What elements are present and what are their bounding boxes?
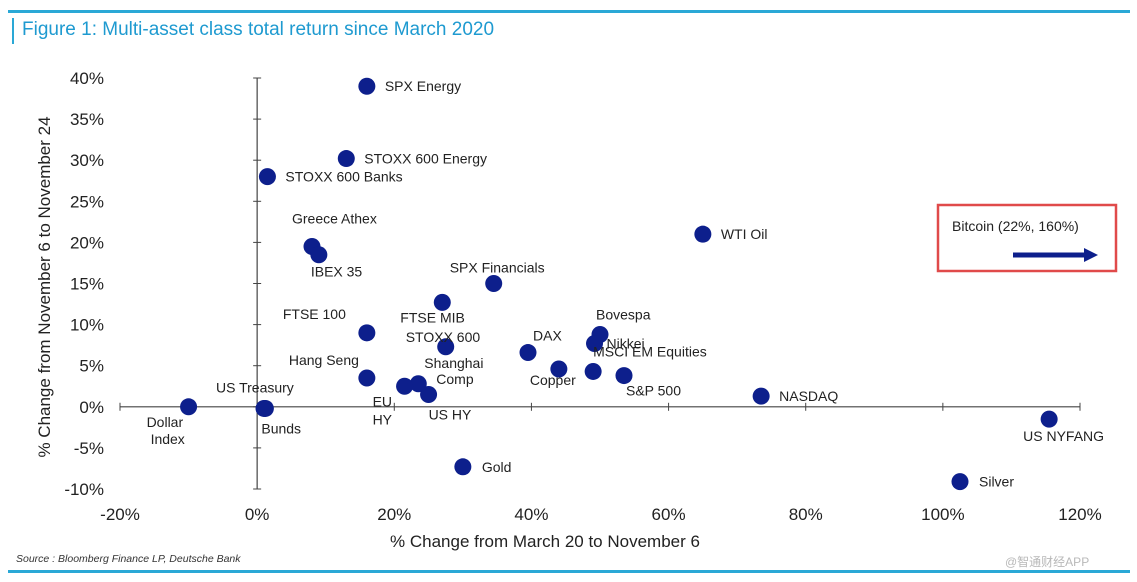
point-label: US HY	[429, 406, 472, 422]
axes	[119, 77, 1081, 490]
x-tick-label: 100%	[921, 505, 964, 524]
point-eu-hy	[396, 377, 414, 395]
point-silver	[951, 473, 969, 491]
point-label: Copper	[530, 372, 576, 388]
point-spx-energy	[358, 77, 376, 95]
point-label: Comp	[436, 371, 474, 387]
point-label: WTI Oil	[721, 226, 768, 242]
point-shanghai-comp	[409, 375, 427, 393]
point-label: SPX Financials	[450, 260, 545, 276]
y-tick-label: 10%	[70, 316, 104, 335]
point-label: S&P 500	[626, 383, 681, 399]
x-tick-label: 20%	[377, 505, 411, 524]
point-label: SPX Energy	[385, 78, 461, 94]
callout-box	[936, 203, 1118, 273]
title-accent-bar	[12, 18, 14, 44]
x-tick-label: 40%	[514, 505, 548, 524]
point-label: Bovespa	[596, 306, 651, 322]
point-label: DAX	[533, 328, 562, 344]
point-copper	[550, 360, 568, 378]
x-tick-label: 0%	[245, 505, 270, 524]
top-border	[8, 10, 1130, 13]
point-stoxx-600-banks	[258, 168, 276, 186]
y-tick-label: 0%	[79, 398, 104, 417]
point-nasdaq	[752, 387, 770, 405]
point-ibex-35	[310, 246, 328, 264]
point-label: IBEX 35	[311, 264, 363, 280]
y-tick-label: 20%	[70, 233, 104, 252]
point-label: STOXX 600 Energy	[364, 151, 487, 167]
point-label: EU	[373, 393, 392, 409]
x-tick-label: 80%	[789, 505, 823, 524]
point-label: US Treasury	[216, 379, 294, 395]
y-tick-label: 25%	[70, 192, 104, 211]
x-axis-title: % Change from March 20 to November 6	[390, 532, 700, 551]
point-dax	[519, 344, 537, 362]
point-dollar-index	[180, 398, 198, 416]
y-tick-label: -10%	[64, 480, 104, 499]
bitcoin-callout: Bitcoin (22%, 160%)	[936, 203, 1118, 273]
y-tick-label: 40%	[70, 69, 104, 88]
y-tick-label: 15%	[70, 275, 104, 294]
point-label: Index	[151, 431, 185, 447]
point-stoxx-600-energy	[337, 150, 355, 168]
figure-title: Figure 1: Multi-asset class total return…	[22, 19, 495, 40]
point-ftse-mib	[433, 293, 451, 311]
point-label: Greece Athex	[292, 211, 377, 227]
point-wti-oil	[694, 225, 712, 243]
watermark: @智通财经APP	[1005, 555, 1090, 569]
point-label: Silver	[979, 474, 1014, 490]
point-gold	[454, 458, 472, 476]
x-tick-label: -20%	[100, 505, 140, 524]
point-label: Gold	[482, 459, 512, 475]
point-spx-financials	[485, 275, 503, 292]
y-axis-title: % Change from November 6 to November 24	[35, 116, 54, 457]
point-label: Dollar	[147, 414, 184, 430]
point-s-p-500	[615, 367, 633, 385]
x-tick-label: 60%	[652, 505, 686, 524]
point-labels: SPX Energy STOXX 600 Energy STOXX 600 Bank…	[147, 78, 1104, 489]
callout-text: Bitcoin (22%, 160%)	[952, 218, 1079, 234]
point-us-nyfang	[1040, 410, 1058, 428]
tick-labels: -20% 0% 20% 40% 60% 80% 100% 120% 40% 35% 30% 25% 20…	[64, 69, 1101, 524]
y-tick-label: 5%	[79, 357, 104, 376]
point-hang-seng	[358, 369, 376, 387]
callout-arrowhead	[1084, 248, 1098, 262]
point-label: Hang Seng	[289, 352, 359, 368]
point-label: FTSE MIB	[400, 309, 465, 325]
point-label: STOXX 600	[406, 329, 481, 345]
point-bunds	[256, 399, 274, 417]
point-nikkei	[586, 335, 604, 353]
point-us-hy	[420, 385, 438, 403]
y-tick-label: -5%	[74, 439, 104, 458]
point-stoxx-600	[437, 338, 455, 356]
x-tick-label: 120%	[1058, 505, 1101, 524]
source-note: Source : Bloomberg Finance LP, Deutsche …	[16, 553, 241, 565]
y-tick-label: 30%	[70, 151, 104, 170]
point-label: Nikkei	[607, 336, 645, 352]
point-label: STOXX 600 Banks	[285, 169, 402, 185]
data-points	[180, 77, 1058, 491]
point-label: HY	[373, 411, 393, 427]
point-label: FTSE 100	[283, 306, 346, 322]
point-label: US NYFANG	[1023, 428, 1104, 444]
point-ftse-100	[358, 324, 376, 342]
point-label: Shanghai	[424, 355, 483, 371]
point-label: Bunds	[261, 420, 301, 436]
point-msci-em-equities	[584, 362, 602, 380]
point-label: NASDAQ	[779, 388, 838, 404]
y-tick-label: 35%	[70, 110, 104, 129]
point-label: MSCI EM Equities	[593, 343, 707, 359]
bottom-border	[8, 570, 1130, 573]
